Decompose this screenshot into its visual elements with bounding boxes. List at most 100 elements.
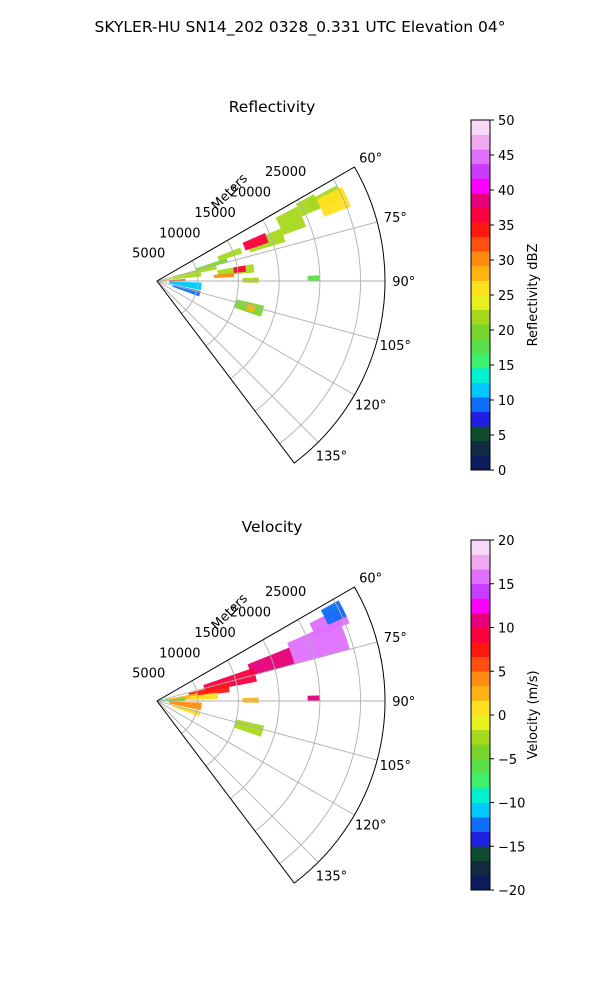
angle-tick-label: 60° <box>359 572 382 587</box>
angle-tick-label: 135° <box>316 869 347 884</box>
grid-spoke <box>156 280 378 341</box>
radial-tick-label: 20000 <box>230 186 271 201</box>
grid-spoke <box>156 700 355 816</box>
colorbar-segment <box>471 569 490 585</box>
colorbar-tick-label: 5 <box>498 665 506 680</box>
data-layer <box>157 185 351 317</box>
angle-tick-label: 105° <box>380 759 411 774</box>
data-cell <box>247 647 295 676</box>
colorbar-tick-label: 20 <box>498 534 515 549</box>
data-cell <box>172 284 201 297</box>
angle-tick-label: 120° <box>355 398 386 413</box>
colorbar-segment <box>471 831 490 847</box>
colorbar-segment <box>471 758 490 774</box>
data-cell <box>287 619 350 665</box>
colorbar-segment <box>471 324 490 340</box>
data-cell <box>316 186 351 217</box>
colorbar-tick-label: 15 <box>498 578 515 593</box>
colorbar-label: Reflectivity dBZ <box>526 244 541 347</box>
colorbar-segment <box>471 627 490 643</box>
colorbar-tick-label: −20 <box>498 884 525 899</box>
figure-title: SKYLER-HU SN14_202 0328_0.331 UTC Elevat… <box>95 18 506 37</box>
data-layer <box>157 600 350 737</box>
grid-arc <box>230 639 280 799</box>
grid-arc <box>254 619 321 832</box>
colorbar-segment <box>471 700 490 716</box>
colorbar-segment <box>471 411 490 427</box>
data-cell <box>307 275 320 281</box>
data-cell <box>169 279 186 281</box>
radial-tick-label: 20000 <box>230 606 271 621</box>
colorbar-segment <box>471 773 490 789</box>
angle-tick-label: 120° <box>355 818 386 833</box>
data-cell <box>203 667 257 692</box>
colorbar-tick-label: 45 <box>498 149 515 164</box>
colorbar-segment <box>471 875 490 891</box>
colorbar-segment <box>471 338 490 354</box>
angle-tick-label: 75° <box>384 211 407 226</box>
panel-title: Velocity <box>242 518 303 536</box>
colorbar-segment <box>471 353 490 369</box>
colorbar-segment <box>471 440 490 456</box>
colorbar-segment <box>471 612 490 628</box>
grid-arc <box>181 680 199 734</box>
colorbar-segment <box>471 120 490 135</box>
colorbar-segment <box>471 656 490 672</box>
data-cell <box>161 272 202 281</box>
colorbar-segment <box>471 583 490 599</box>
radial-tick-label: 10000 <box>159 646 200 661</box>
colorbar-tick-label: 0 <box>498 709 506 724</box>
grid-spoke <box>156 700 319 863</box>
colorbar-segment <box>471 598 490 614</box>
angle-tick-label: 60° <box>359 152 382 167</box>
grid-spoke <box>156 221 378 282</box>
data-cell <box>157 697 186 701</box>
colorbar-segment <box>471 787 490 803</box>
data-cell <box>242 232 269 251</box>
radial-tick-label: 10000 <box>159 226 200 241</box>
data-cell <box>168 281 202 291</box>
colorbar-segment <box>471 309 490 325</box>
angle-tick-label: 135° <box>316 449 347 464</box>
colorbar-segment <box>471 192 490 208</box>
radial-tick-label: 15000 <box>194 626 235 641</box>
data-cell <box>195 258 228 271</box>
colorbar-tick-label: 15 <box>498 359 515 374</box>
colorbar-tick-label: 50 <box>498 114 515 129</box>
grid-spoke <box>156 700 378 761</box>
colorbar-segment <box>471 397 490 413</box>
grid-arc <box>279 598 362 864</box>
grid-arc <box>230 219 280 379</box>
data-cell <box>172 704 201 717</box>
colorbar-segment <box>471 685 490 701</box>
grid-arc <box>279 178 362 444</box>
colorbar-segment <box>471 642 490 658</box>
colorbar-tick-label: 10 <box>498 622 515 637</box>
data-cell <box>217 247 243 261</box>
angle-tick-label: 75° <box>384 631 407 646</box>
angle-tick-label: 90° <box>392 275 415 290</box>
colorbar-segment <box>471 846 490 862</box>
data-cell <box>307 695 320 701</box>
colorbar-segment <box>471 222 490 238</box>
data-cell <box>242 697 259 703</box>
colorbar-segment <box>471 149 490 165</box>
colorbar-tick-label: 40 <box>498 184 515 199</box>
data-cell <box>233 265 247 273</box>
data-cell <box>188 683 230 698</box>
sector-frame <box>156 166 386 464</box>
velocity-panel: 60° 75° 90° 105° 120° 135° 5000 10000 15000 20000… <box>132 518 541 899</box>
radial-tick-label: 5000 <box>132 667 165 682</box>
colorbar-tick-label: 5 <box>498 429 506 444</box>
grid-arc <box>254 199 321 412</box>
colorbar-segment <box>471 134 490 150</box>
colorbar-tick-label: 0 <box>498 464 506 479</box>
colorbar-segment <box>471 382 490 398</box>
data-cell <box>168 701 202 711</box>
colorbar-segment <box>471 455 490 471</box>
colorbar-segment <box>471 207 490 223</box>
panel-title: Reflectivity <box>229 98 316 116</box>
colorbar-segment <box>471 554 490 570</box>
colorbar-segment <box>471 744 490 760</box>
